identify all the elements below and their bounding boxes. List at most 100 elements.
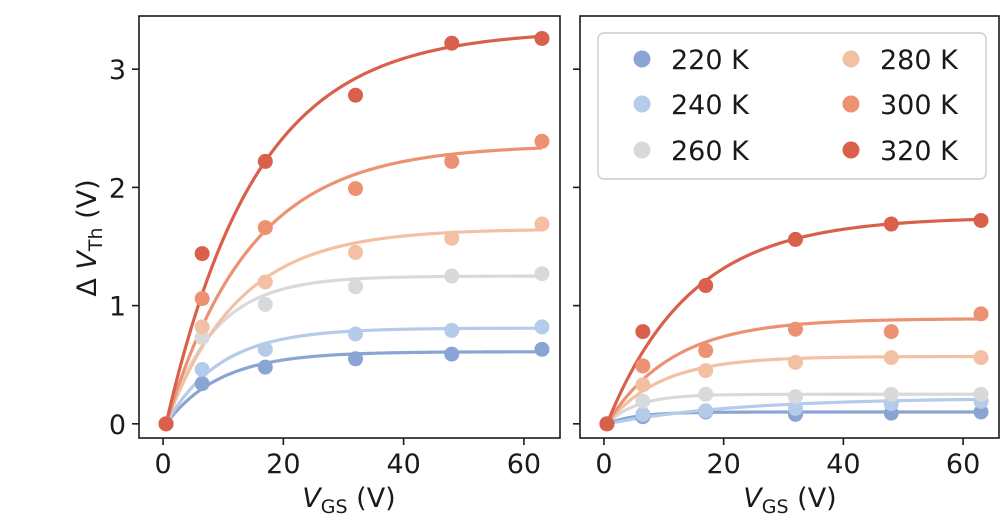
- x-axis-title-right: VGS (V): [743, 483, 836, 518]
- data-point-left-240K-1: [194, 361, 210, 377]
- data-point-left-260K-1: [194, 330, 210, 346]
- legend: 220 K 240 K 260 K 280 K 300 K 320 K: [597, 32, 987, 180]
- legend-label-260K: 260 K: [671, 136, 750, 167]
- legend-marker-300K: [842, 95, 860, 113]
- data-point-right-260K-1: [635, 393, 651, 409]
- data-point-left-260K-3: [348, 279, 364, 295]
- data-point-left-240K-5: [534, 319, 550, 335]
- data-point-right-260K-2: [698, 386, 714, 402]
- data-point-left-320K-4: [444, 35, 460, 51]
- data-point-right-280K-1: [635, 377, 651, 393]
- x-tick-label-left-20: 20: [266, 449, 300, 480]
- data-point-right-300K-2: [698, 343, 714, 359]
- y-axis-title-unit: (V): [72, 179, 103, 227]
- data-point-right-320K-2: [698, 278, 714, 294]
- data-point-right-320K-5: [973, 212, 989, 228]
- legend-label-300K: 300 K: [880, 90, 959, 121]
- legend-marker-280K: [842, 50, 860, 68]
- x-tick-label-right-60: 60: [946, 449, 980, 480]
- data-point-left-300K-2: [257, 220, 273, 236]
- data-point-left-240K-3: [348, 326, 364, 342]
- data-point-left-320K-3: [348, 87, 364, 103]
- data-point-right-280K-3: [787, 354, 803, 370]
- legend-marker-320K: [842, 141, 860, 159]
- x-tick-label-left-60: 60: [507, 449, 541, 480]
- data-point-left-260K-4: [444, 268, 460, 284]
- data-point-right-320K-1: [635, 324, 651, 340]
- x-tick-label-right-0: 0: [595, 449, 612, 480]
- data-point-right-280K-2: [698, 363, 714, 379]
- x-axis-title-right-symbol: V: [743, 483, 764, 514]
- data-point-right-300K-5: [973, 306, 989, 322]
- x-axis-title-left-symbol: V: [302, 483, 323, 514]
- x-axis-title-right-subscript: GS: [762, 496, 789, 518]
- data-point-right-260K-3: [787, 389, 803, 405]
- axes-frame-left: [138, 15, 561, 439]
- legend-label-280K: 280 K: [880, 45, 959, 76]
- data-point-right-320K-0: [599, 416, 615, 432]
- data-point-right-260K-4: [883, 386, 899, 402]
- data-point-left-320K-1: [194, 246, 210, 262]
- fit-line-left-300K: [164, 146, 543, 425]
- x-tick-label-left-40: 40: [386, 449, 420, 480]
- x-axis-title-left-unit: (V): [348, 483, 396, 514]
- data-point-left-280K-1: [194, 319, 210, 335]
- data-point-left-220K-5: [534, 341, 550, 357]
- data-point-left-220K-4: [444, 346, 460, 362]
- data-point-left-300K-1: [194, 291, 210, 307]
- data-point-left-280K-4: [444, 230, 460, 246]
- data-point-left-280K-2: [257, 274, 273, 290]
- data-point-left-220K-1: [194, 376, 210, 392]
- y-axis-title-subscript: Th: [85, 227, 107, 252]
- data-point-right-280K-4: [883, 350, 899, 366]
- data-point-right-300K-4: [883, 324, 899, 340]
- data-point-left-260K-5: [534, 266, 550, 282]
- data-point-left-280K-5: [534, 216, 550, 232]
- data-point-right-320K-4: [883, 216, 899, 232]
- data-point-left-240K-4: [444, 322, 460, 338]
- y-axis-title-symbol: V: [72, 249, 103, 270]
- data-point-right-220K-5: [973, 404, 989, 420]
- data-point-left-300K-3: [348, 181, 364, 197]
- axes-frame-right: [579, 15, 1000, 439]
- data-point-left-300K-4: [444, 153, 460, 169]
- legend-box: [597, 32, 987, 180]
- data-point-right-320K-3: [787, 231, 803, 247]
- data-point-left-280K-3: [348, 244, 364, 260]
- y-tick-label-3: 3: [109, 55, 126, 86]
- left-panel: 0 20 40 60 0 1 2 3: [109, 15, 561, 480]
- fit-line-left-260K: [164, 274, 542, 425]
- data-point-left-320K-0: [158, 416, 174, 432]
- data-point-left-320K-5: [534, 30, 550, 46]
- y-axis-title-prefix: Δ: [72, 270, 103, 297]
- x-tick-label-right-40: 40: [826, 449, 860, 480]
- data-point-right-240K-1: [635, 406, 651, 422]
- data-point-right-280K-5: [973, 350, 989, 366]
- legend-marker-260K: [633, 141, 651, 159]
- x-tick-label-left-0: 0: [154, 449, 171, 480]
- legend-label-240K: 240 K: [671, 90, 750, 121]
- data-point-left-260K-2: [257, 296, 273, 312]
- data-point-right-300K-3: [787, 321, 803, 337]
- x-axis-title-left-subscript: GS: [321, 496, 348, 518]
- legend-label-320K: 320 K: [880, 136, 959, 167]
- x-axis-title-right-unit: (V): [789, 483, 837, 514]
- data-point-right-240K-2: [698, 403, 714, 419]
- legend-marker-240K: [633, 95, 651, 113]
- data-point-left-240K-2: [257, 341, 273, 357]
- y-tick-label-2: 2: [109, 173, 126, 204]
- fit-line-left-320K: [164, 34, 543, 425]
- x-tick-label-right-20: 20: [706, 449, 740, 480]
- fit-line-left-280K: [164, 228, 542, 425]
- data-point-left-220K-2: [257, 359, 273, 375]
- y-tick-label-1: 1: [109, 292, 126, 323]
- data-point-right-260K-5: [973, 386, 989, 402]
- legend-label-220K: 220 K: [671, 45, 750, 76]
- data-point-right-300K-1: [635, 358, 651, 374]
- y-axis-title: Δ VTh (V): [72, 179, 107, 296]
- legend-marker-220K: [633, 50, 651, 68]
- data-point-right-240K-3: [787, 400, 803, 416]
- right-panel: 0 20 40 60 220 K 240 K 260 K 280 K 300 K 320 K: [573, 15, 1000, 480]
- data-point-left-220K-3: [348, 351, 364, 367]
